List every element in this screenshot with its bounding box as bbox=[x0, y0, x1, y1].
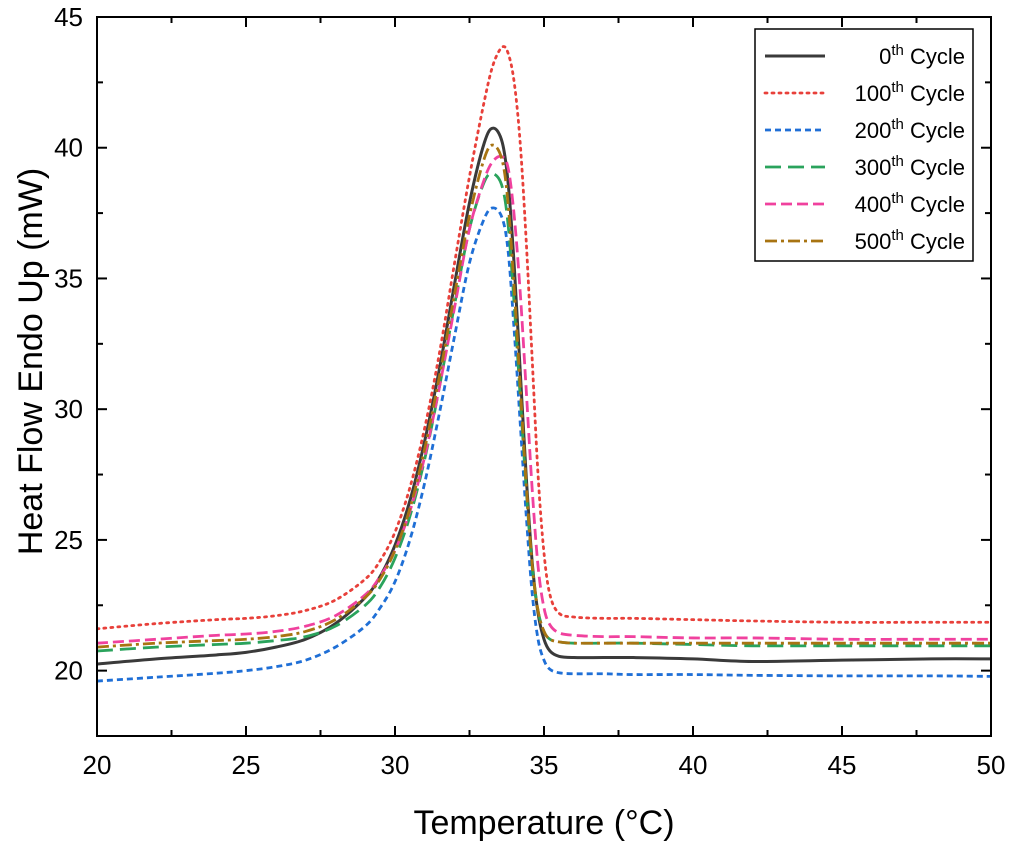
series-line-300th-cycle bbox=[97, 172, 991, 653]
legend-label: 200th Cycle bbox=[855, 116, 965, 143]
y-tick-label: 30 bbox=[54, 394, 83, 424]
y-tick-label: 20 bbox=[54, 656, 83, 686]
x-tick-label: 50 bbox=[977, 750, 1006, 780]
x-tick-label: 45 bbox=[828, 750, 857, 780]
x-tick-label: 25 bbox=[232, 750, 261, 780]
x-tick-label: 20 bbox=[83, 750, 112, 780]
axis-tick-labels: 20 25 30 35 40 45 50 20 25 30 35 40 45 bbox=[54, 2, 1005, 780]
series-line-0th-cycle bbox=[97, 126, 991, 666]
series-line-500th-cycle bbox=[97, 143, 991, 649]
legend-label: 500th Cycle bbox=[855, 227, 965, 254]
legend-label: 0th Cycle bbox=[879, 42, 965, 69]
legend: 0th Cycle 100th Cycle 200th Cycle 300th Cyc… bbox=[754, 28, 974, 262]
series-line-400th-cycle bbox=[97, 155, 991, 645]
y-tick-label: 40 bbox=[54, 133, 83, 163]
legend-box bbox=[754, 28, 974, 262]
y-tick-label: 35 bbox=[54, 263, 83, 293]
series-layer bbox=[97, 45, 991, 683]
y-axis-title: Heat Flow Endo Up (mW) bbox=[12, 168, 50, 555]
x-tick-label: 30 bbox=[381, 750, 410, 780]
y-tick-label: 25 bbox=[54, 525, 83, 555]
series-line-100th-cycle bbox=[97, 45, 991, 631]
y-tick-label: 45 bbox=[54, 2, 83, 32]
x-tick-label: 35 bbox=[530, 750, 559, 780]
legend-label: 100th Cycle bbox=[855, 79, 965, 106]
series-line-200th-cycle bbox=[97, 206, 991, 683]
x-tick-label: 40 bbox=[679, 750, 708, 780]
legend-label: 400th Cycle bbox=[855, 190, 965, 217]
legend-label: 300th Cycle bbox=[855, 153, 965, 180]
x-axis-title: Temperature (°C) bbox=[413, 804, 674, 842]
axis-ticks bbox=[96, 16, 992, 736]
